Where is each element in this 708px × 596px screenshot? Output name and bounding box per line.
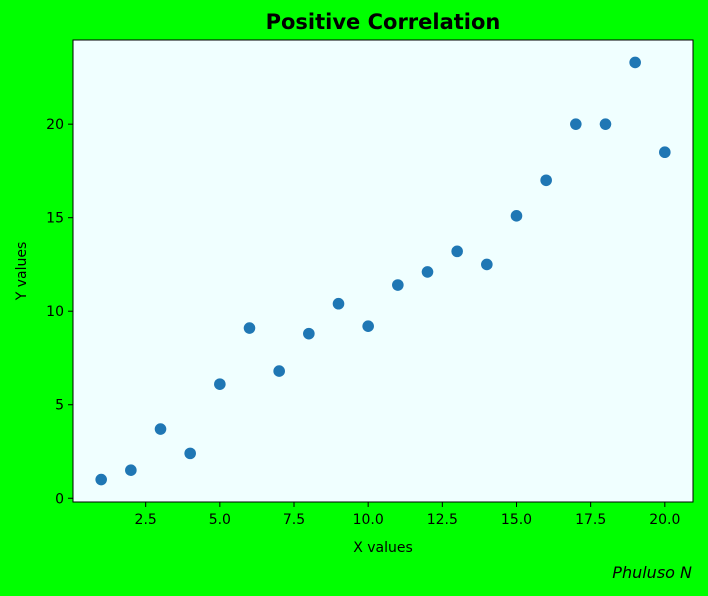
x-tick-label: 12.5 bbox=[427, 512, 458, 528]
x-axis: 2.5 5.0 7.5 10.0 12.5 15.0 17.5 20.0 bbox=[135, 502, 680, 528]
author-credit: Phuluso N bbox=[612, 563, 692, 582]
x-tick-label: 5.0 bbox=[209, 512, 231, 528]
data-point bbox=[629, 56, 641, 69]
y-tick-label: 20 bbox=[46, 117, 64, 133]
y-axis-label: Y values bbox=[14, 242, 30, 302]
y-tick-label: 0 bbox=[55, 491, 64, 507]
data-point bbox=[154, 423, 167, 435]
data-point bbox=[451, 245, 463, 258]
data-point bbox=[332, 297, 345, 310]
data-point bbox=[540, 174, 552, 187]
data-point bbox=[421, 266, 434, 278]
chart-title: Positive Correlation bbox=[266, 10, 501, 34]
data-point bbox=[184, 447, 196, 460]
data-point bbox=[95, 473, 107, 486]
data-point bbox=[599, 118, 612, 130]
plot-area bbox=[72, 39, 694, 503]
data-points bbox=[95, 56, 671, 486]
x-tick-label: 17.5 bbox=[575, 512, 606, 528]
x-tick-label: 2.5 bbox=[135, 512, 157, 528]
y-tick-label: 15 bbox=[46, 211, 64, 227]
x-tick-label: 7.5 bbox=[283, 512, 305, 528]
y-tick-label: 5 bbox=[55, 398, 64, 414]
data-point bbox=[243, 322, 256, 334]
data-point bbox=[570, 118, 582, 130]
x-axis-label: X values bbox=[353, 540, 413, 556]
data-point bbox=[659, 146, 671, 159]
x-tick-label: 15.0 bbox=[501, 512, 532, 528]
data-point bbox=[273, 365, 285, 377]
data-point bbox=[125, 464, 137, 477]
x-tick-label: 20.0 bbox=[649, 512, 680, 528]
data-point bbox=[481, 258, 493, 271]
data-point bbox=[510, 210, 523, 222]
data-point bbox=[392, 279, 404, 291]
data-point bbox=[362, 320, 374, 332]
y-axis: 0 5 10 15 20 bbox=[46, 117, 73, 507]
data-point bbox=[214, 378, 226, 390]
x-tick-label: 10.0 bbox=[353, 512, 384, 528]
data-point bbox=[303, 327, 315, 340]
y-tick-label: 10 bbox=[46, 304, 64, 320]
